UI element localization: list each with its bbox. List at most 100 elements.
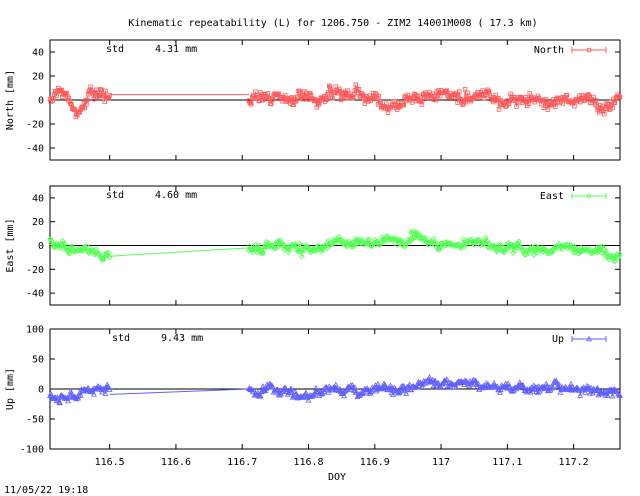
legend-marker-north	[571, 47, 607, 53]
data-point	[342, 387, 349, 393]
data-point	[336, 86, 342, 92]
data-point	[519, 95, 524, 101]
y-tick-label: -50	[26, 415, 44, 426]
data-point	[381, 239, 388, 246]
data-point	[441, 243, 448, 249]
data-point	[579, 93, 585, 98]
data-point	[308, 249, 314, 256]
data-point	[482, 384, 489, 390]
panel-up: 100 50 0 -50 -100 Up [mm] std 9.43 mm Up 116.5 116…	[5, 325, 623, 468]
data-point	[503, 104, 508, 109]
data-point	[256, 393, 263, 399]
data-point	[68, 101, 73, 107]
data-point	[481, 95, 487, 101]
y-tick-label: -40	[26, 144, 44, 155]
panels: 40 20 0 -20 -40 North [mm] std 4.31 mm North 40 20…	[5, 39, 623, 468]
data-point	[106, 96, 112, 101]
data-point	[274, 244, 281, 251]
data-point	[62, 245, 69, 251]
data-point	[510, 387, 517, 393]
data-point	[322, 383, 329, 390]
data-point	[496, 389, 503, 395]
data-point	[492, 244, 498, 250]
data-point	[410, 96, 416, 101]
data-point	[96, 251, 103, 258]
y-tick-label: 20	[32, 217, 44, 228]
data-point	[577, 392, 584, 398]
data-point	[617, 392, 623, 399]
data-point	[574, 246, 580, 252]
x-axis-label: DOY	[328, 472, 346, 483]
data-point	[526, 250, 532, 257]
data-point	[452, 384, 459, 390]
data-point	[598, 250, 605, 256]
panel-east: 40 20 0 -20 -40 East [mm] std 4.60 mm East	[5, 185, 623, 306]
data-point	[58, 88, 63, 93]
data-point	[373, 91, 378, 96]
data-point	[377, 100, 382, 106]
data-point	[390, 391, 396, 398]
y-tick-label: -20	[26, 120, 44, 131]
x-tick-label: 116.7	[227, 457, 257, 468]
data-point	[617, 94, 623, 100]
data-point	[366, 236, 372, 243]
y-tick-label: 0	[38, 96, 44, 107]
y-tick-label: 0	[38, 241, 44, 252]
data-point	[317, 100, 322, 106]
data-point	[341, 392, 348, 399]
data-point	[438, 384, 445, 390]
data-point	[414, 229, 420, 236]
data-point	[77, 392, 84, 398]
data-point	[534, 389, 541, 395]
data-point	[512, 247, 519, 254]
data-point	[57, 245, 63, 251]
data-point	[350, 96, 355, 101]
data-point	[260, 250, 266, 257]
data-point	[617, 251, 623, 257]
data-point	[497, 386, 504, 393]
data-point	[254, 249, 260, 256]
data-point	[549, 384, 556, 390]
data-point	[496, 246, 502, 252]
data-point	[292, 241, 299, 247]
y-tick-label: 0	[38, 385, 44, 396]
data-point	[356, 237, 362, 243]
y-tick-label: -40	[26, 289, 44, 300]
y-tick-label: 100	[26, 325, 44, 336]
data-point	[98, 87, 103, 92]
data-point	[364, 241, 371, 247]
data-point	[106, 254, 113, 261]
series-north	[47, 82, 623, 120]
series-up	[47, 374, 623, 406]
data-point	[310, 392, 317, 398]
data-point	[278, 391, 285, 397]
data-point	[99, 389, 106, 395]
data-point	[407, 237, 414, 244]
data-point	[336, 234, 343, 240]
data-point	[582, 389, 589, 395]
legend-label-up: Up	[552, 334, 564, 345]
data-point	[257, 392, 264, 398]
data-point	[272, 245, 279, 252]
data-point	[586, 193, 592, 199]
y-tick-label: 40	[32, 48, 44, 59]
std-label: std	[106, 190, 124, 201]
data-point	[329, 94, 334, 100]
data-point	[455, 242, 462, 248]
data-point	[443, 88, 449, 94]
data-point	[65, 397, 72, 404]
data-point	[421, 236, 428, 243]
data-point	[433, 240, 439, 246]
data-point	[435, 380, 442, 386]
x-tick-label: 116.6	[161, 457, 191, 468]
data-point	[414, 384, 421, 390]
footer-timestamp: 11/05/22 19:18	[4, 485, 88, 496]
legend-label-north: North	[534, 45, 564, 56]
legend-marker-east	[571, 193, 607, 199]
data-point	[418, 234, 425, 241]
panel-north: 40 20 0 -20 -40 North [mm] std 4.31 mm North	[5, 39, 623, 161]
data-point	[351, 243, 357, 250]
data-point	[255, 246, 262, 252]
data-point	[325, 238, 332, 244]
data-point	[486, 244, 492, 251]
